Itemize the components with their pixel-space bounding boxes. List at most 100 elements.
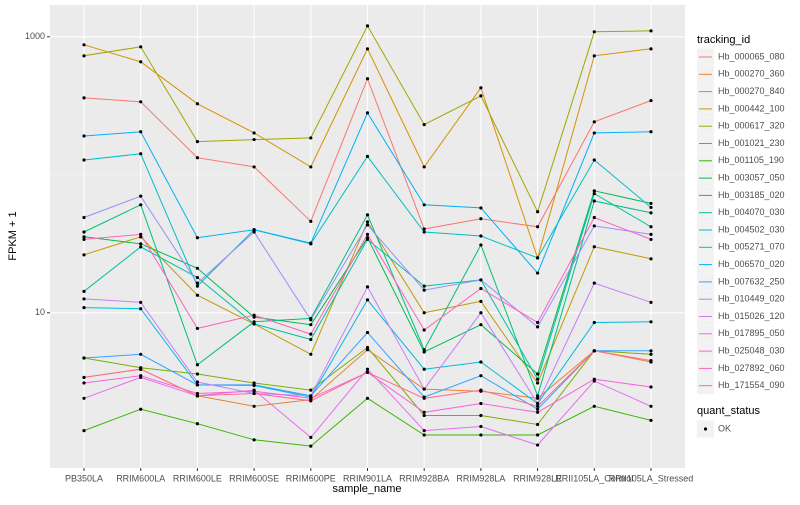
data-point: [592, 281, 596, 285]
data-point: [139, 235, 143, 239]
data-point: [195, 363, 200, 367]
data-point: [139, 300, 143, 304]
data-point: [139, 407, 143, 411]
legend-label: Hb_000270_360: [718, 69, 785, 79]
data-point: [592, 189, 596, 193]
data-point: [82, 375, 86, 380]
data-point: [592, 158, 596, 162]
data-point: [592, 349, 596, 353]
data-point: [422, 311, 426, 315]
legend-label: Hb_010449_020: [718, 294, 785, 304]
x-tick-label: RRII105LA_Control: [555, 473, 633, 483]
data-point: [592, 215, 596, 220]
data-point: [479, 286, 483, 291]
data-point: [535, 396, 540, 400]
data-point: [195, 372, 200, 376]
data-point: [649, 225, 653, 229]
data-point: [365, 154, 370, 158]
data-point: [479, 206, 483, 210]
data-point: [535, 271, 540, 275]
data-point: [535, 325, 540, 329]
legend: Hb_000065_080 Hb_000270_360 Hb_000270_840 H…: [697, 48, 785, 438]
data-point: [309, 332, 313, 336]
data-point: [422, 428, 426, 433]
data-point: [309, 219, 313, 223]
data-point: [535, 407, 540, 411]
data-point: [309, 399, 313, 403]
data-point: [365, 24, 370, 28]
x-tick-label: RRII105LA_Stressed: [609, 473, 694, 483]
data-point: [82, 428, 86, 433]
legend-label: Hb_003057_050: [718, 172, 785, 182]
data-point: [195, 391, 200, 396]
data-point: [592, 54, 596, 58]
data-point: [649, 29, 653, 33]
data-point: [479, 433, 483, 437]
legend-label: Hb_001021_230: [718, 138, 785, 148]
data-point: [252, 383, 256, 387]
data-point: [195, 266, 200, 270]
data-point: [479, 360, 483, 364]
data-point: [82, 230, 86, 234]
data-point: [195, 156, 200, 160]
y-tick-label: 10: [35, 307, 45, 317]
data-point: [535, 394, 540, 398]
data-point: [365, 345, 370, 350]
data-point: [365, 285, 370, 289]
x-tick-label: RRIM928BA: [399, 473, 449, 483]
data-point: [592, 245, 596, 249]
data-point: [649, 211, 653, 215]
data-point: [195, 394, 200, 398]
data-point: [592, 30, 596, 34]
data-point: [479, 243, 483, 247]
data-point: [82, 96, 86, 100]
data-point: [592, 377, 596, 381]
legend-label: Hb_004502_030: [718, 224, 785, 234]
data-point: [82, 237, 86, 242]
data-point: [139, 307, 143, 311]
legend-label: Hb_171554_090: [718, 380, 785, 390]
data-point: [252, 438, 256, 442]
data-point: [139, 152, 143, 156]
data-point: [82, 297, 86, 301]
data-point: [649, 404, 653, 408]
data-point: [139, 130, 143, 134]
data-point: [479, 388, 483, 392]
legend-label: Hb_001105_190: [718, 155, 784, 165]
legend-label: Hb_015026_120: [718, 311, 785, 321]
data-point: [309, 435, 313, 439]
data-point: [195, 281, 200, 285]
data-point: [422, 123, 426, 127]
data-point: [139, 194, 143, 198]
data-point: [252, 322, 256, 326]
data-point: [649, 359, 653, 363]
data-point: [535, 443, 540, 447]
data-point: [309, 444, 313, 448]
data-point: [422, 387, 426, 391]
data-point: [479, 323, 483, 327]
data-point: [479, 374, 483, 378]
data-point: [82, 289, 86, 293]
data-point: [365, 330, 370, 335]
data-point: [422, 433, 426, 437]
data-point: [422, 350, 426, 354]
data-point: [535, 433, 540, 437]
data-point: [82, 356, 86, 360]
data-point: [82, 158, 86, 162]
data-point: [479, 311, 483, 315]
data-point: [535, 320, 540, 325]
data-point: [535, 377, 540, 381]
data-point: [252, 389, 256, 393]
data-point: [365, 223, 370, 227]
data-point: [82, 54, 86, 58]
data-point: [82, 396, 86, 400]
data-point: [365, 396, 370, 400]
legend-label: Hb_005271_070: [718, 242, 785, 252]
legend-label: Hb_017895_050: [718, 328, 785, 338]
data-point: [309, 241, 313, 245]
data-point: [422, 413, 426, 418]
data-point: [592, 199, 596, 203]
data-point: [195, 284, 200, 288]
data-point: [195, 139, 200, 144]
